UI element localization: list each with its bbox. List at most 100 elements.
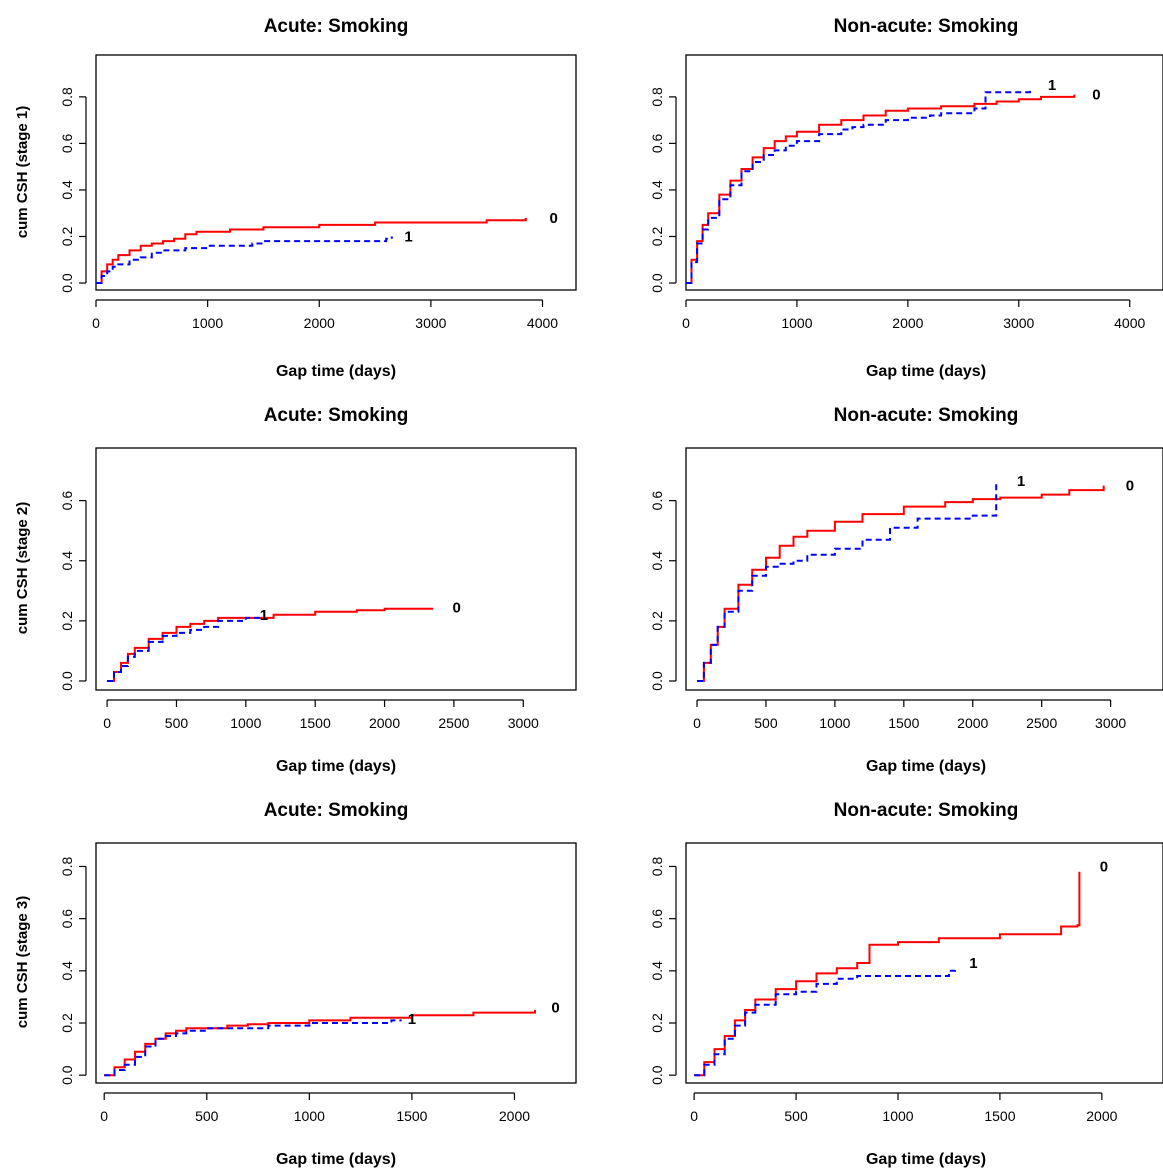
panel-5-xlabel: Gap time (days) xyxy=(276,1151,396,1168)
panel-5-title: Acute: Smoking xyxy=(264,800,409,821)
panel-6-x-tick-label: 1500 xyxy=(984,1108,1015,1124)
panel-2-y-tick-label: 0.4 xyxy=(649,180,665,200)
panel-2-y-tick-label: 0.0 xyxy=(649,273,665,293)
panel-4-xlabel: Gap time (days) xyxy=(866,758,986,775)
panel-6-x-tick-label: 0 xyxy=(690,1108,698,1124)
panel-6-x-tick-label: 500 xyxy=(784,1108,808,1124)
panel-3: Acute: Smoking Gap time (days) cum CSH (… xyxy=(14,405,577,775)
panel-4-x-axis: 0 500 1000 1500 2000 2500 3000 xyxy=(693,699,1126,731)
panel-3-ylabel: cum CSH (stage 2) xyxy=(14,502,31,635)
panel-3-y-tick-label: 0.0 xyxy=(59,671,75,691)
panel-5-x-tick-label: 1500 xyxy=(396,1108,427,1124)
panel-2-y-tick-label: 0.8 xyxy=(649,87,665,107)
panel-2-x-tick-label: 1000 xyxy=(781,315,812,331)
panel-6-curve-label: 0 xyxy=(1100,858,1108,875)
panel-1-title: Acute: Smoking xyxy=(264,16,409,37)
panel-6-y-tick-label: 0.6 xyxy=(649,909,665,929)
panel-1-series-blue-dashed xyxy=(96,236,393,284)
panel-1-y-tick-label: 0.8 xyxy=(59,87,75,107)
panel-5-y-axis: 0.0 0.2 0.4 0.6 0.8 xyxy=(59,857,87,1085)
panel-4-y-tick-label: 0.0 xyxy=(649,671,665,691)
panel-6-title: Non-acute: Smoking xyxy=(834,800,1019,821)
panel-5-y-tick-label: 0.0 xyxy=(59,1065,75,1085)
panel-2-curve-label: 0 xyxy=(1092,87,1100,104)
panel-2-y-tick-label: 0.6 xyxy=(649,133,665,153)
panel-3-x-tick-label: 1000 xyxy=(230,715,261,731)
panel-1-x-tick-label: 4000 xyxy=(527,315,558,331)
panel-3-y-tick-label: 0.6 xyxy=(59,491,75,511)
panel-1-curve-label: 0 xyxy=(550,210,558,227)
panel-4-x-tick-label: 0 xyxy=(693,715,701,731)
panel-1-x-tick-label: 1000 xyxy=(192,315,223,331)
panel-6-curve-label: 1 xyxy=(969,955,977,972)
panel-4-x-tick-label: 500 xyxy=(754,715,778,731)
panel-6-y-axis: 0.0 0.2 0.4 0.6 0.8 xyxy=(649,857,677,1085)
panel-5-x-axis: 0 500 1000 1500 2000 xyxy=(100,1092,530,1124)
panel-2-title: Non-acute: Smoking xyxy=(834,16,1019,37)
panel-6-plot-frame xyxy=(685,842,1163,1084)
panel-3-x-tick-label: 500 xyxy=(165,715,189,731)
panel-5-curve-label: 0 xyxy=(551,999,559,1016)
panel-5-y-tick-label: 0.6 xyxy=(59,909,75,929)
panel-4-series-blue-dashed xyxy=(697,482,998,682)
panel-1-y-axis: 0.0 0.2 0.4 0.6 0.8 xyxy=(59,87,87,293)
panel-5-x-tick-label: 0 xyxy=(100,1108,108,1124)
panel-3-series-blue-dashed xyxy=(107,616,260,682)
panel-2-y-axis: 0.0 0.2 0.4 0.6 0.8 xyxy=(649,87,677,293)
panel-4-title: Non-acute: Smoking xyxy=(834,405,1019,426)
panel-1-x-tick-label: 0 xyxy=(92,315,100,331)
panel-2-plot-frame xyxy=(685,54,1163,291)
panel-2-curve-label: 1 xyxy=(1048,77,1056,94)
panel-3-x-tick-label: 1500 xyxy=(300,715,331,731)
panel-3-x-tick-label: 2000 xyxy=(369,715,400,731)
panel-2-x-tick-label: 4000 xyxy=(1114,315,1145,331)
panel-1-y-tick-label: 0.0 xyxy=(59,273,75,293)
panel-4-x-tick-label: 1500 xyxy=(888,715,919,731)
panel-4-curve-label: 1 xyxy=(1017,473,1025,490)
panel-1-y-tick-label: 0.4 xyxy=(59,180,75,200)
panel-6-x-axis: 0 500 1000 1500 2000 xyxy=(690,1092,1118,1124)
panel-6-x-tick-label: 1000 xyxy=(882,1108,913,1124)
panel-4: Non-acute: Smoking Gap time (days) 0 500 1… xyxy=(649,405,1163,775)
panel-6-xlabel: Gap time (days) xyxy=(866,1151,986,1168)
panel-2: Non-acute: Smoking Gap time (days) 0 1000… xyxy=(649,16,1163,380)
panel-4-y-axis: 0.0 0.2 0.4 0.6 xyxy=(649,491,677,691)
panel-4-y-tick-label: 0.6 xyxy=(649,491,665,511)
panel-1-x-axis: 0 1000 2000 3000 4000 xyxy=(92,299,558,331)
panel-4-x-tick-label: 3000 xyxy=(1095,715,1126,731)
panel-3-y-tick-label: 0.4 xyxy=(59,551,75,571)
panel-1-ylabel: cum CSH (stage 1) xyxy=(14,106,31,239)
panel-4-x-tick-label: 2500 xyxy=(1026,715,1057,731)
panel-3-xlabel: Gap time (days) xyxy=(276,758,396,775)
panel-2-x-tick-label: 3000 xyxy=(1003,315,1034,331)
panel-1-series-red-solid xyxy=(96,217,527,284)
panel-2-xlabel: Gap time (days) xyxy=(866,363,986,380)
panel-5: Acute: Smoking Gap time (days) cum CSH (… xyxy=(14,800,577,1168)
panel-6-y-tick-label: 0.4 xyxy=(649,961,665,981)
panel-3-x-tick-label: 3000 xyxy=(508,715,539,731)
panel-2-y-tick-label: 0.2 xyxy=(649,227,665,247)
panel-5-plot-frame xyxy=(95,842,577,1084)
panel-3-x-tick-label: 0 xyxy=(103,715,111,731)
panel-6-y-tick-label: 0.8 xyxy=(649,857,665,877)
panel-1-plot-frame xyxy=(95,54,577,291)
panel-4-x-tick-label: 2000 xyxy=(957,715,988,731)
panel-3-y-tick-label: 0.2 xyxy=(59,611,75,631)
panel-3-plot-frame xyxy=(95,447,577,691)
panel-6-y-tick-label: 0.0 xyxy=(649,1065,665,1085)
panel-1-x-tick-label: 2000 xyxy=(304,315,335,331)
panel-5-y-tick-label: 0.8 xyxy=(59,857,75,877)
panel-6-series-blue-dashed xyxy=(694,968,957,1077)
panel-2-x-tick-label: 2000 xyxy=(892,315,923,331)
panel-5-x-tick-label: 1000 xyxy=(294,1108,325,1124)
panel-4-series-red-solid xyxy=(697,485,1105,682)
panel-4-x-tick-label: 1000 xyxy=(819,715,850,731)
panel-5-series-red-solid xyxy=(104,1010,536,1077)
panel-1-xlabel: Gap time (days) xyxy=(276,363,396,380)
panel-2-x-tick-label: 0 xyxy=(682,315,690,331)
panel-6-x-tick-label: 2000 xyxy=(1086,1108,1117,1124)
panel-3-x-tick-label: 2500 xyxy=(438,715,469,731)
panel-2-x-axis: 0 1000 2000 3000 4000 xyxy=(682,299,1146,331)
panel-1-y-tick-label: 0.6 xyxy=(59,133,75,153)
